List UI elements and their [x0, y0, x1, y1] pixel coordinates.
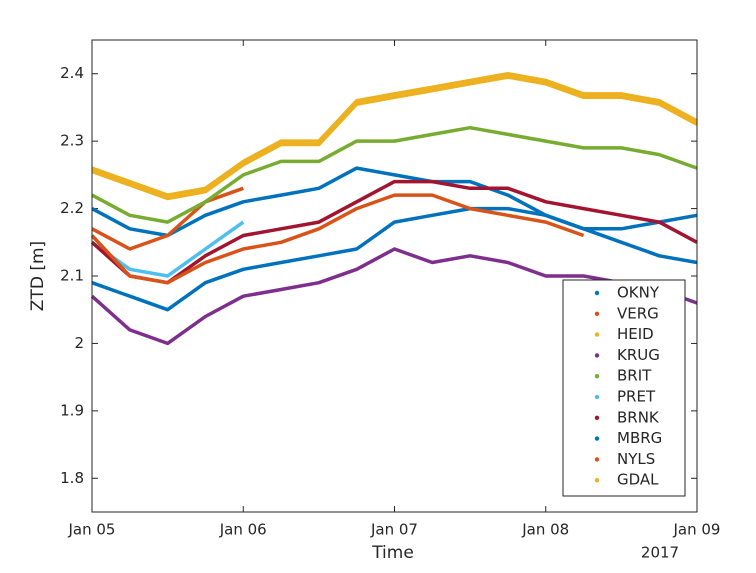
legend-marker	[594, 374, 600, 379]
y-tick-label: 1.8	[60, 469, 84, 487]
legend-label: BRIT	[617, 367, 652, 385]
series-line	[91, 206, 698, 312]
legend-marker	[594, 353, 600, 358]
y-tick-label: 2	[74, 334, 84, 352]
legend-marker	[594, 415, 600, 420]
series-line	[91, 71, 698, 197]
x-tick-label: Jan 06	[219, 521, 267, 539]
legend-label: VERG	[617, 304, 659, 322]
y-tick-label: 2.1	[60, 267, 84, 285]
plot-frame	[91, 39, 698, 513]
legend-label: HEID	[617, 325, 654, 343]
legend-label: MBRG	[617, 429, 662, 447]
y-tick-label: 2.2	[60, 199, 84, 217]
legend-label: BRNK	[617, 408, 660, 426]
legend-marker	[594, 290, 600, 296]
y-tick-label: 1.9	[60, 401, 84, 419]
series-line	[91, 75, 698, 201]
series-line	[90, 179, 698, 285]
x-tick-label: Jan 08	[521, 521, 569, 539]
y-tick-label: 2.4	[60, 64, 84, 82]
legend-marker	[594, 394, 600, 400]
legend-label: KRUG	[617, 346, 660, 364]
x-axis-label: Time	[371, 543, 414, 563]
legend: OKNY VERG HEID KRUG BRIT PRET BRNK MBRG NYLS GDAL	[562, 279, 686, 497]
y-tick-label: 2.3	[60, 132, 84, 150]
legend-label: OKNY	[617, 284, 660, 302]
series-line	[91, 186, 244, 251]
legend-label: NYLS	[617, 450, 655, 468]
series-line	[90, 193, 585, 285]
legend-label: GDAL	[617, 471, 659, 489]
legend-marker	[594, 457, 600, 462]
legend-marker	[594, 332, 600, 337]
legend-marker	[594, 311, 600, 316]
x-tick-label: Jan 07	[370, 521, 418, 539]
series-line	[91, 125, 698, 224]
legend-marker	[594, 436, 600, 441]
series-line	[91, 166, 698, 238]
legend-box	[562, 279, 686, 497]
legend-label: PRET	[617, 388, 656, 406]
x-tick-label: Jan 09	[673, 521, 721, 539]
legend-marker	[594, 478, 600, 483]
x-tick-label: Jan 05	[68, 521, 116, 539]
y-axis-label: ZTD [m]	[28, 241, 48, 311]
x-secondary-label: 2017	[641, 544, 679, 562]
series-line	[90, 247, 698, 346]
